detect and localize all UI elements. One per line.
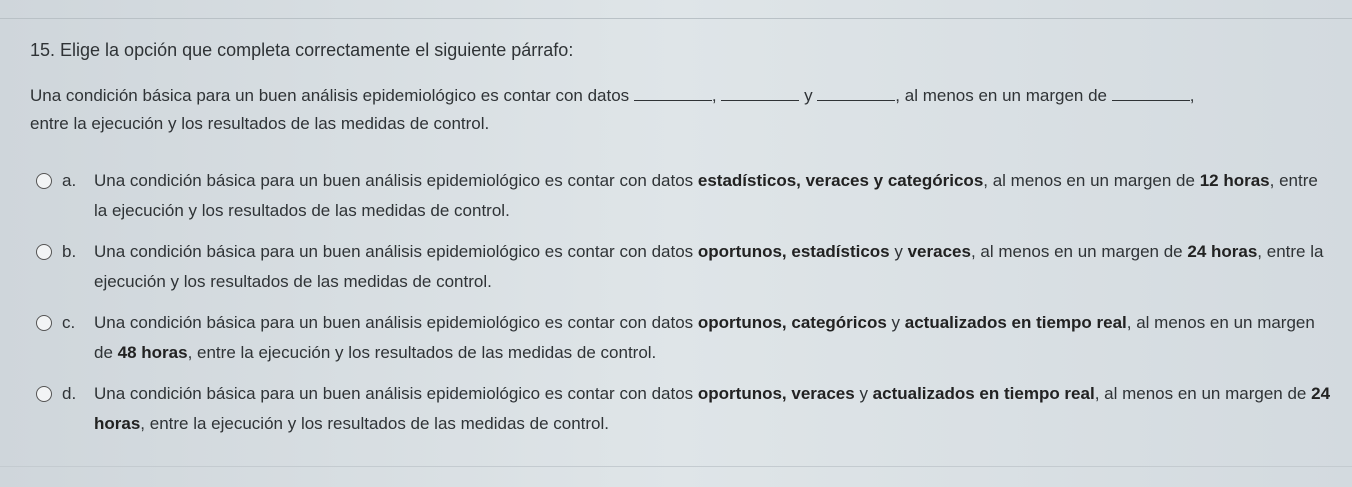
option-text-segment: , al menos en un margen de <box>1094 384 1312 403</box>
option-a[interactable]: a. Una condición básica para un buen anál… <box>36 166 1336 237</box>
option-text-segment: actualizados en tiempo real <box>872 384 1095 403</box>
option-text-segment: oportunos, categóricos <box>697 313 887 332</box>
option-text-segment: actualizados en tiempo real <box>904 313 1127 332</box>
question-card <box>0 18 1352 467</box>
option-text-segment: , al menos en un margen de <box>970 242 1188 261</box>
answer-options: a. Una condición básica para un buen anál… <box>36 166 1336 450</box>
blank <box>721 86 800 101</box>
text-part: , <box>1189 86 1195 105</box>
option-text-segment: Una condición básica para un buen anális… <box>94 242 698 261</box>
text-part: Una condición básica para un buen anális… <box>30 86 634 105</box>
option-letter: b. <box>62 242 77 261</box>
blank <box>817 86 896 101</box>
option-text-segment: y <box>889 242 908 261</box>
option-text-segment: , entre la ejecución y los resultados de… <box>94 171 1318 220</box>
option-b[interactable]: b. Una condición básica para un buen anál… <box>36 237 1336 308</box>
question-text: Una condición básica para un buen anális… <box>30 82 1330 138</box>
option-text-segment: 24 horas <box>1187 242 1258 261</box>
option-text-segment: oportunos, estadísticos <box>697 242 890 261</box>
option-text-segment: Una condición básica para un buen anális… <box>94 171 698 190</box>
radio-button[interactable] <box>36 244 52 260</box>
text-part: entre la ejecución y los resultados de l… <box>30 114 490 133</box>
radio-button[interactable] <box>36 386 52 402</box>
option-text: Una condición básica para un buen anális… <box>94 379 1334 439</box>
blank <box>1111 86 1190 101</box>
radio-button[interactable] <box>36 173 52 189</box>
option-d[interactable]: d. Una condición básica para un buen anál… <box>36 379 1336 450</box>
option-text-segment: veraces <box>907 242 971 261</box>
option-text-segment: 48 horas <box>117 343 188 362</box>
option-text-segment: , entre la ejecución y los resultados de… <box>140 414 610 433</box>
question-title: 15. Elige la opción que completa correct… <box>30 40 574 60</box>
option-text-segment: , al menos en un margen de <box>983 171 1200 190</box>
radio-button[interactable] <box>36 315 52 331</box>
option-text-segment: , al menos en un margen de <box>94 313 1315 362</box>
option-text-segment: y <box>854 384 873 403</box>
option-text-segment: estadísticos, veraces y categóricos <box>697 171 984 190</box>
blank <box>633 86 712 101</box>
option-text-segment: 12 horas <box>1199 171 1270 190</box>
text-part: y <box>799 86 818 105</box>
option-text: Una condición básica para un buen anális… <box>94 237 1334 297</box>
option-c[interactable]: c. Una condición básica para un buen anál… <box>36 308 1336 379</box>
option-text: Una condición básica para un buen anális… <box>94 308 1334 368</box>
option-text-segment: Una condición básica para un buen anális… <box>94 384 698 403</box>
option-letter: a. <box>62 171 77 190</box>
option-text-segment: , entre la ejecución y los resultados de… <box>187 343 657 362</box>
option-text-segment: oportunos, veraces <box>697 384 855 403</box>
text-part: , al menos en un margen de <box>895 86 1112 105</box>
option-letter: d. <box>62 384 77 403</box>
option-letter: c. <box>62 313 76 332</box>
option-text-segment: Una condición básica para un buen anális… <box>94 313 698 332</box>
option-text-segment: , entre la ejecución y los resultados de… <box>94 242 1324 291</box>
option-text: Una condición básica para un buen anális… <box>94 166 1334 226</box>
option-text-segment: y <box>886 313 905 332</box>
text-part: , <box>711 86 722 105</box>
option-text-segment: 24 horas <box>94 384 1331 433</box>
